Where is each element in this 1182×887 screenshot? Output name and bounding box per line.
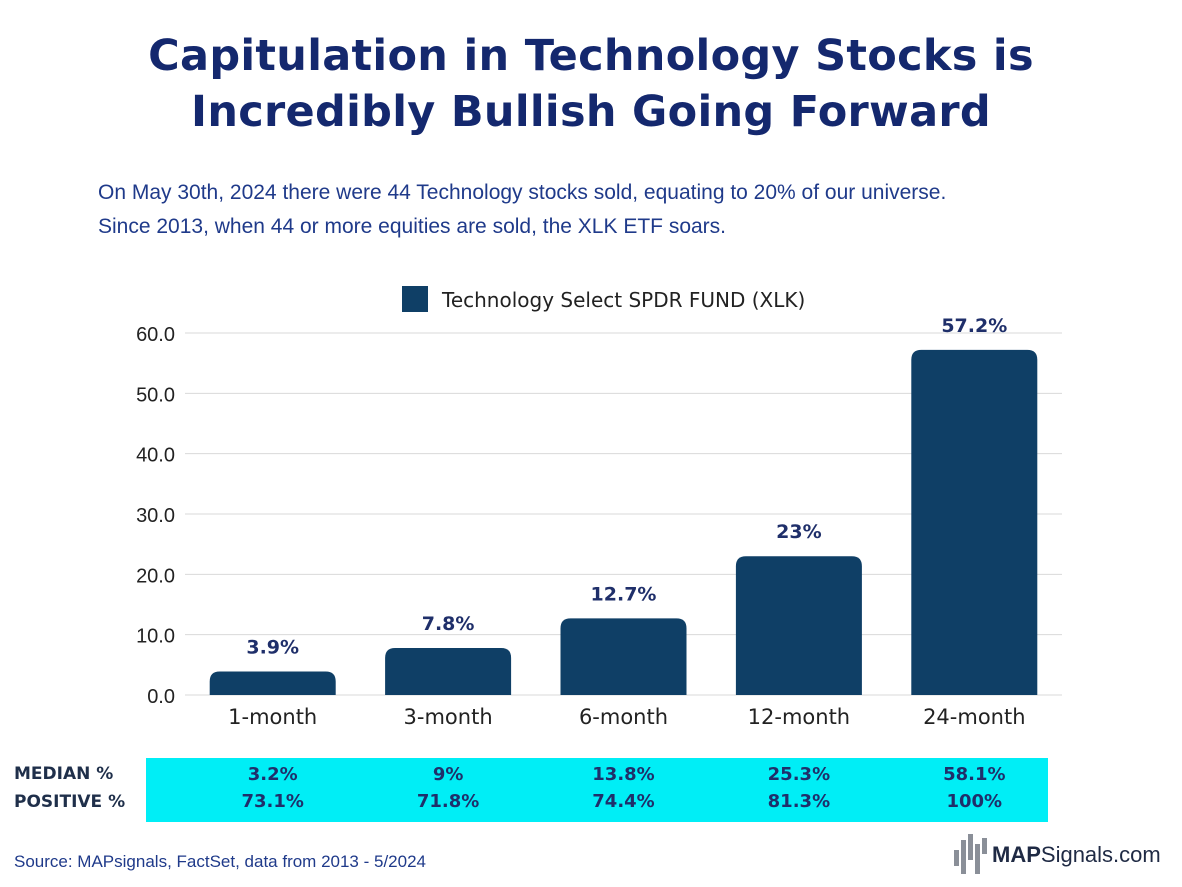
x-tick-label: 12-month — [748, 705, 850, 729]
bar-3-month — [385, 647, 512, 695]
data-label: 23% — [776, 521, 821, 543]
median-value: 25.3% — [767, 764, 831, 785]
positive-value: 71.8% — [416, 791, 480, 812]
bar-12-month — [735, 556, 862, 695]
y-tick-label: 30.0 — [136, 505, 175, 527]
x-tick-label: 6-month — [579, 705, 668, 729]
chart-subtitle: On May 30th, 2024 there were 44 Technolo… — [98, 176, 1158, 244]
positive-row-label: POSITIVE % — [14, 792, 126, 812]
legend-label: Technology Select SPDR FUND (XLK) — [441, 288, 805, 312]
bar-24-month — [911, 349, 1038, 695]
bar-6-month — [560, 618, 687, 695]
x-tick-label: 3-month — [404, 705, 493, 729]
median-value: 9% — [432, 764, 464, 785]
title-line-1: Capitulation in Technology Stocks is — [148, 31, 1034, 81]
logo-bold: MAP — [992, 842, 1041, 867]
subtitle-line-1: On May 30th, 2024 there were 44 Technolo… — [98, 181, 947, 204]
x-tick-label: 1-month — [228, 705, 317, 729]
subtitle-line-2: Since 2013, when 44 or more equities are… — [98, 215, 727, 238]
y-tick-label: 50.0 — [136, 384, 175, 406]
data-label: 57.2% — [941, 315, 1007, 337]
data-label: 7.8% — [422, 613, 475, 635]
median-row-label: MEDIAN % — [14, 764, 114, 784]
positive-value: 73.1% — [241, 791, 304, 812]
median-value: 58.1% — [943, 764, 1006, 785]
positive-value: 100% — [946, 791, 1003, 812]
logo-text: MAPSignals.com — [992, 842, 1161, 868]
data-label: 12.7% — [591, 583, 657, 605]
y-tick-label: 10.0 — [136, 626, 175, 648]
positive-value: 81.3% — [767, 791, 831, 812]
y-tick-label: 60.0 — [136, 324, 175, 346]
y-tick-label: 40.0 — [136, 445, 175, 467]
median-value: 3.2% — [247, 764, 298, 785]
legend-swatch — [402, 286, 428, 312]
mapsignals-logo: MAPSignals.com — [950, 826, 1170, 880]
logo-bars-icon — [954, 834, 987, 874]
stats-table — [146, 758, 1048, 822]
y-tick-label: 20.0 — [136, 565, 175, 587]
source-note: Source: MAPsignals, FactSet, data from 2… — [14, 852, 426, 871]
median-value: 13.8% — [592, 764, 655, 785]
title-line-2: Incredibly Bullish Going Forward — [191, 87, 991, 137]
chart-title: Capitulation in Technology Stocks is Inc… — [0, 28, 1182, 140]
y-tick-label: 0.0 — [147, 686, 175, 708]
bar-chart: 0.0 10.0 20.0 30.0 40.0 50.0 60.0 Technology Se… — [136, 286, 1062, 729]
bar-1-month — [209, 671, 336, 695]
data-label: 3.9% — [246, 636, 299, 658]
x-tick-label: 24-month — [923, 705, 1025, 729]
positive-value: 74.4% — [592, 791, 655, 812]
logo-rest: Signals.com — [1040, 842, 1161, 867]
